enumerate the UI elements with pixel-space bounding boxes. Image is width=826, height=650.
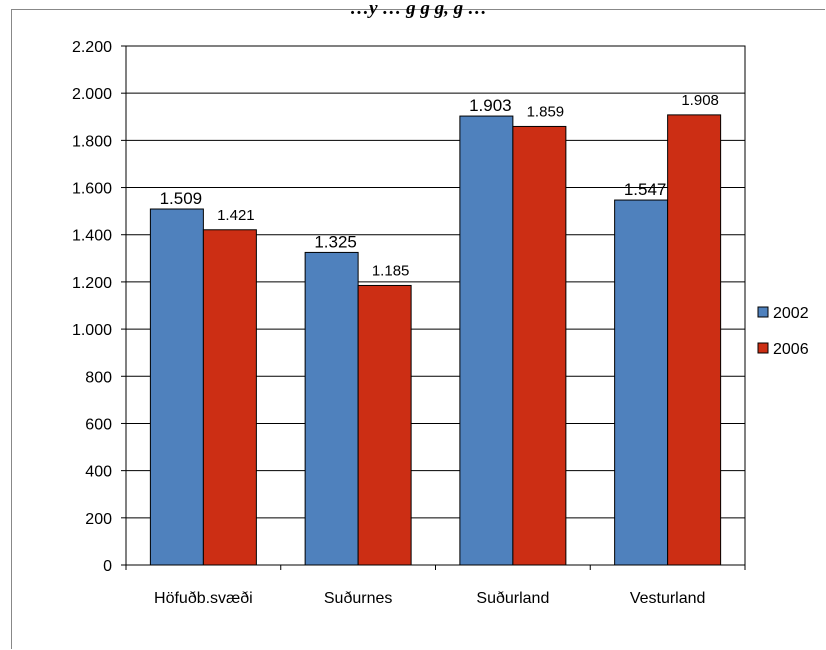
bar-2002-2 [459, 115, 514, 566]
data-label: 1.325 [314, 232, 357, 251]
x-category-label: Vesturland [630, 590, 706, 607]
plot-area [125, 45, 746, 566]
y-tick-label: 800 [85, 369, 112, 386]
chart-title: …y … g g g, g … [350, 0, 487, 19]
y-tick-label: 1.200 [72, 275, 112, 292]
y-tick-label: 600 [85, 416, 112, 433]
bar-2006-1 [357, 284, 412, 566]
data-label: 1.859 [527, 103, 565, 120]
data-labels: 1.509 1.421 1.325 1.185 1.903 1.859 1.547 1.908 [160, 92, 719, 280]
data-label: 1.547 [624, 180, 667, 199]
data-label: 1.421 [217, 207, 255, 224]
axes [121, 45, 746, 570]
data-label: 1.185 [372, 262, 410, 279]
legend-swatch-2002 [757, 306, 769, 318]
bar-2002-0 [149, 208, 204, 566]
y-tick-label: 200 [85, 511, 112, 528]
y-tick-labels: 0 200 400 600 800 1.000 1.200 1.400 1.600 1.800 2.… [72, 39, 112, 575]
bar-2006-3 [667, 114, 722, 566]
bar-2002-3 [614, 199, 669, 566]
bar-2002-1 [304, 251, 359, 566]
x-category-label: Höfuðb.svæði [154, 590, 253, 607]
legend-label: 2006 [773, 341, 809, 358]
legend-label: 2002 [773, 305, 809, 322]
y-tick-label: 1.800 [72, 133, 112, 150]
data-label: 1.509 [160, 189, 203, 208]
x-category-label: Suðurnes [324, 590, 393, 607]
data-label: 1.903 [469, 96, 512, 115]
bars [149, 114, 722, 566]
bar-2006-0 [202, 229, 257, 566]
chart-frame: …y … g g g, g … [11, 0, 825, 649]
legend: 2002 2006 [757, 305, 809, 358]
x-category-labels: Höfuðb.svæði Suðurnes Suðurland Vesturland [154, 590, 705, 607]
data-label: 1.908 [681, 92, 719, 109]
y-tick-label: 1.000 [72, 322, 112, 339]
y-tick-label: 0 [103, 558, 112, 575]
legend-swatch-2006 [757, 342, 769, 354]
bar-2006-2 [512, 125, 567, 566]
y-tick-label: 2.000 [72, 86, 112, 103]
y-tick-label: 400 [85, 464, 112, 481]
y-tick-label: 1.400 [72, 228, 112, 245]
y-tick-label: 2.200 [72, 39, 112, 56]
y-tick-label: 1.600 [72, 181, 112, 198]
x-category-label: Suðurland [476, 590, 549, 607]
